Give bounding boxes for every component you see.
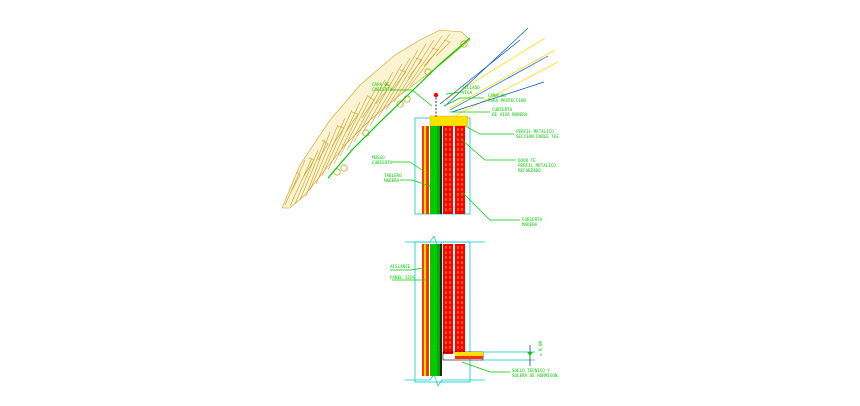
rafters <box>439 27 549 113</box>
mid-note-2: PERFIL METALICO <box>518 163 556 168</box>
bottom-note-2: MADERA <box>522 222 538 227</box>
annotations: CAPA DE CUBIERTA SELLADO VIGA CANALON PA… <box>372 82 559 378</box>
thatch-strokes <box>284 33 451 207</box>
beam-note-1: PERFIL METALICO <box>516 129 554 134</box>
thatch-note-1: CAPA DE <box>372 82 390 87</box>
mid-note-3: REFORZADO <box>518 168 541 173</box>
left-note-3: TABLERO <box>384 173 402 178</box>
roof-boards <box>444 37 559 117</box>
thatch-note-2: CUBIERTA <box>372 87 393 92</box>
thatch-roof <box>281 27 559 209</box>
left-note-4: MADERA <box>384 178 400 183</box>
level-note: ± 0.00 <box>538 340 543 356</box>
base-note-1: SUELO TECNICO Y <box>512 368 550 373</box>
ridge-note-1: SELLADO <box>462 85 480 90</box>
top-note-4: DE VIGA MADERA <box>492 112 528 117</box>
left-note-2: CUBIERTA <box>372 160 393 165</box>
top-note-2: PARA PROTECCION <box>488 98 526 103</box>
lower-note-1: AISLANTE <box>390 264 411 269</box>
leader-lines <box>390 89 520 373</box>
left-note-1: MUSGO <box>372 155 385 160</box>
mid-note-1: DOOR TE <box>518 158 536 163</box>
beam-note-2: SECCION DOBLE TEE <box>516 134 559 139</box>
top-note-1: CANALON <box>488 93 506 98</box>
lower-note-2: PANEL SIPS <box>390 275 416 280</box>
lower-wall <box>405 235 535 387</box>
ridge-note-2: VIGA <box>462 90 473 95</box>
top-note-3: CUBIERTA <box>492 107 513 112</box>
upper-wall <box>414 92 471 215</box>
bottom-note-1: CUBIERTA <box>522 217 543 222</box>
base-note-2: SOLERA DE HORMIGON <box>512 373 558 378</box>
